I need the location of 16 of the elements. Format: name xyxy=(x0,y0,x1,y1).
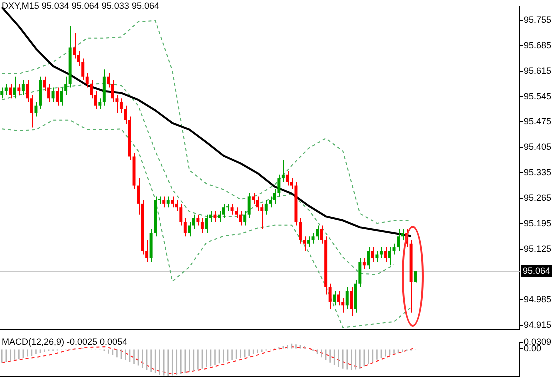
y-tick-label: 95.755 xyxy=(524,15,552,26)
line-series xyxy=(2,120,412,328)
y-tick-label: 95.475 xyxy=(524,116,552,127)
y-tick-label: 95.685 xyxy=(524,40,552,50)
ref-line-label: 95.064 xyxy=(523,266,551,276)
y-tick-label: 95.615 xyxy=(524,66,552,76)
y-tick-label: 94.915 xyxy=(524,320,552,330)
chart-title: MACD(12,26,9) -0.0025 0.0054 xyxy=(2,337,128,347)
y-tick-label: 95.195 xyxy=(524,218,552,228)
y-tick-label: 95.125 xyxy=(524,244,552,254)
y-tick-label: 95.265 xyxy=(524,192,552,203)
y-tick-label: 95.545 xyxy=(524,91,552,102)
y-tick-label: 95.335 xyxy=(524,168,552,178)
y-tick-label: 95.405 xyxy=(524,142,552,152)
y-tick-label: 94.985 xyxy=(524,294,552,305)
chart-title: DXY,M15 95.034 95.064 95.033 95.064 xyxy=(2,1,160,11)
